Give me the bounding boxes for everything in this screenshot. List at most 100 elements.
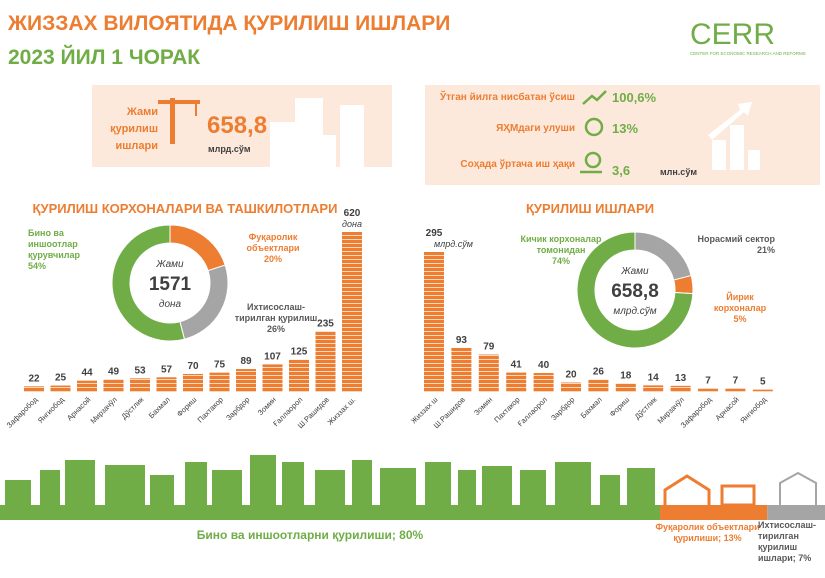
x-tick-label: Фориш — [608, 395, 632, 419]
share-segment — [0, 505, 660, 520]
segment-label: Кичик корхоналар томонидан 74% — [520, 234, 602, 266]
x-tick-label: Ғаллаорол — [516, 395, 549, 428]
value-label: 295 — [426, 228, 443, 239]
segment-label: Бино ва иншоотлар қурувчилар 54% — [28, 228, 113, 272]
segment-label: Йирик корхоналар 5% — [700, 292, 780, 325]
x-tick-label: Зомин — [472, 395, 494, 417]
bar — [236, 369, 256, 392]
value-label: 89 — [240, 356, 252, 367]
value-label: 125 — [291, 347, 308, 358]
x-tick-label: Арнасой — [713, 395, 740, 422]
bar — [725, 388, 746, 392]
bar — [315, 331, 336, 392]
value-label: 44 — [81, 368, 93, 379]
value-label: 620 — [344, 208, 361, 219]
bar — [77, 380, 97, 392]
bar — [424, 252, 444, 392]
value-label: 5 — [760, 377, 766, 388]
bar — [209, 372, 230, 392]
value-label: 70 — [187, 361, 199, 372]
segment-value-label: 21% — [756, 245, 775, 255]
x-tick-label: Янгиобод — [36, 395, 66, 425]
section-title: ҚУРИЛИШ ИШЛАРИ — [526, 201, 654, 216]
unit-label: млрд.сўм — [434, 239, 473, 249]
x-tick-label: Зафаробод — [5, 395, 40, 430]
logo: CERR — [690, 18, 775, 51]
bar — [698, 388, 718, 392]
x-tick-label: Зомин — [256, 395, 278, 417]
x-tick-label: Дўстлик — [119, 395, 145, 421]
buildings-icon — [270, 98, 364, 167]
logo-caption: CENTER FOR ECONOMIC RESEARCH AND REFORMS — [690, 51, 806, 56]
share-label: Ихтисослаш-тирилган қурилиш ишлари; 7% — [758, 520, 817, 563]
segment-label: Фуқаролик объектлари 20% — [228, 232, 318, 265]
x-tick-label: Фориш — [175, 395, 199, 419]
value-label: 107 — [264, 351, 281, 362]
value-label: 26 — [593, 367, 605, 378]
subtitle: 2023 ЙИЛ 1 ЧОРАК — [8, 45, 200, 69]
value-label: 41 — [511, 360, 523, 371]
title: ЖИЗЗАХ ВИЛОЯТИДА ҚУРИЛИШ ИШЛАРИ — [7, 12, 450, 35]
share-label: Бино ва иншоотларни қурилиши; 80% — [196, 528, 424, 542]
bar — [156, 377, 177, 392]
value-label: 93 — [456, 335, 468, 346]
donut-center-value: 658,8 — [611, 281, 659, 302]
value-label: 7 — [705, 376, 711, 387]
donut-center-unit: дона — [159, 299, 182, 310]
bar — [262, 364, 283, 392]
segment-value-label: 26% — [266, 324, 285, 334]
value-label: 79 — [483, 342, 495, 353]
bar — [130, 378, 150, 392]
value-label: 235 — [317, 318, 334, 329]
bar — [342, 232, 362, 392]
share-segment — [660, 505, 768, 520]
bar — [533, 373, 554, 392]
summary-label: Жами қурилиш ишлари — [110, 106, 158, 152]
donut-center-value: 1571 — [149, 274, 192, 295]
bar — [451, 347, 472, 392]
x-tick-label: Зарбдор — [549, 395, 576, 422]
donut-segment — [111, 224, 186, 342]
x-tick-label: Бахмал — [579, 395, 604, 420]
indicator-value: 3,6 — [612, 163, 630, 178]
bar — [478, 354, 499, 392]
bar — [24, 386, 44, 392]
value-label: 20 — [565, 370, 577, 381]
value-label: 53 — [134, 365, 146, 376]
bar — [670, 385, 691, 392]
share-label: Фуқаролик объектлари қурилиши; 13% — [655, 522, 760, 543]
summary-unit: млрд.сўм — [208, 144, 251, 154]
x-tick-label: Дўстлик — [633, 395, 659, 421]
bar — [183, 373, 203, 392]
segment-value-label: 5% — [733, 314, 747, 324]
growth-icon — [708, 102, 760, 170]
tools-icon — [779, 471, 817, 505]
bar — [289, 359, 309, 392]
unit-label: дона — [342, 219, 362, 229]
crane-icon — [158, 98, 200, 144]
value-label: 18 — [620, 370, 632, 381]
value-label: 22 — [28, 373, 40, 384]
house-icons — [663, 474, 756, 507]
bar — [50, 385, 71, 392]
value-label: 14 — [648, 372, 660, 383]
value-label: 57 — [161, 364, 173, 375]
value-label: 7 — [733, 376, 739, 387]
segment-value-label: 20% — [263, 254, 282, 264]
x-tick-label: Зарбдор — [224, 395, 251, 422]
indicator-unit: млн.сўм — [660, 167, 697, 177]
x-tick-label: Янгиобод — [738, 395, 768, 425]
donut-segment — [576, 231, 694, 349]
x-tick-label: Мирзачўл — [88, 395, 118, 425]
segment-value-label: 54% — [28, 261, 47, 271]
value-label: 13 — [675, 373, 687, 384]
value-label: 49 — [108, 366, 120, 377]
bar — [561, 382, 581, 392]
segment-value-label: 74% — [551, 256, 570, 266]
section-title: ҚУРИЛИШ КОРХОНАЛАРИ ВА ТАШКИЛОТЛАРИ — [33, 201, 338, 216]
indicator-label: Соҳада ўртача иш ҳақи — [460, 158, 575, 170]
x-tick-label: Бахмал — [147, 395, 172, 420]
bar — [103, 379, 124, 392]
